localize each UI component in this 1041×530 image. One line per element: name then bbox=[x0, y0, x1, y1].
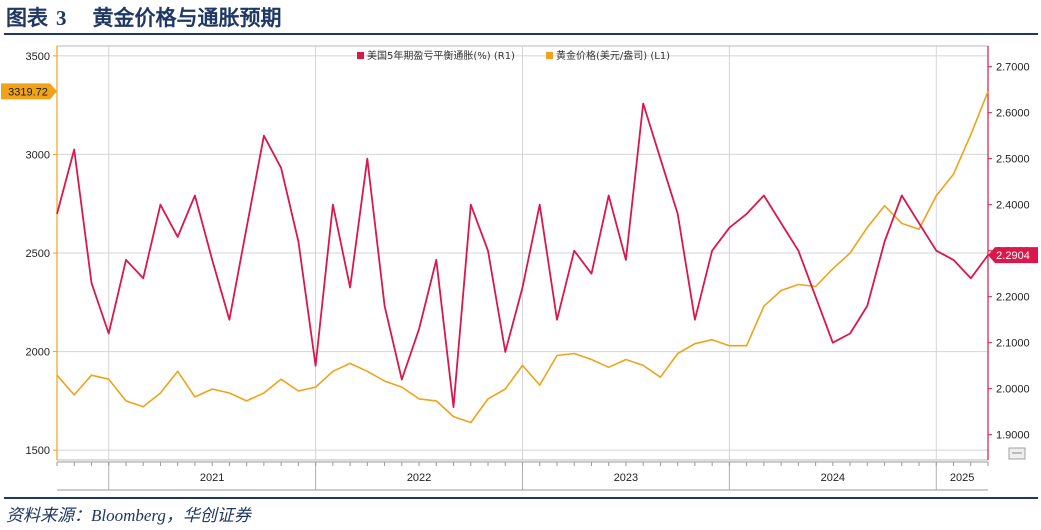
legend-label-inflation: 美国5年期盈亏平衡通胀(%) (R1) bbox=[367, 49, 515, 62]
x-tick-label: 2022 bbox=[407, 472, 431, 484]
right-axis-label: 2.4000 bbox=[996, 200, 1030, 212]
x-tick-label: 2024 bbox=[821, 472, 845, 484]
legend-swatch-inflation bbox=[357, 52, 364, 59]
left-axis-label: 3000 bbox=[26, 149, 50, 161]
gold-last-value: 3319.72 bbox=[8, 86, 48, 98]
right-axis-label: 2.6000 bbox=[996, 108, 1030, 120]
left-axis-label: 2000 bbox=[26, 347, 50, 359]
right-axis-label: 2.5000 bbox=[996, 154, 1030, 166]
figure-number: 3 bbox=[56, 6, 67, 30]
right-axis-label: 1.9000 bbox=[996, 430, 1030, 442]
chart: 2021 2022 2023 2024 2025 1500 2000 2500 3000 3500… bbox=[1, 45, 1038, 491]
gold-last-value-tag bbox=[1, 83, 57, 100]
x-tick-label: 2025 bbox=[950, 472, 974, 484]
left-axis-label: 2500 bbox=[26, 248, 50, 260]
source-rule bbox=[4, 497, 1038, 499]
left-axis-label: 1500 bbox=[26, 445, 50, 457]
inflation-last-value-tag bbox=[988, 247, 1038, 264]
right-axis-label: 2.1000 bbox=[996, 338, 1030, 350]
legend-label-gold: 黄金价格(美元/盎司) (L1) bbox=[556, 49, 670, 62]
breakeven-inflation-line bbox=[56, 102, 989, 409]
gold-price-line bbox=[56, 91, 989, 424]
x-tick-label: 2023 bbox=[614, 472, 638, 484]
title-rule bbox=[4, 33, 1038, 35]
inflation-last-value: 2.2904 bbox=[996, 250, 1030, 262]
figure-title-text: 黄金价格与通胀预期 bbox=[92, 6, 282, 30]
x-tick-label: 2021 bbox=[200, 472, 224, 484]
figure-title: 图表 3 黄金价格与通胀预期 bbox=[6, 2, 282, 32]
figure-number-label: 图表 bbox=[6, 6, 48, 30]
source-note: 资料来源：Bloomberg，华创证券 bbox=[6, 506, 251, 525]
right-axis-label: 2.0000 bbox=[996, 384, 1030, 396]
right-axis-label: 2.2000 bbox=[996, 292, 1030, 304]
legend-swatch-gold bbox=[546, 52, 553, 59]
right-axis-label: 2.7000 bbox=[996, 62, 1030, 74]
left-axis-label: 3500 bbox=[26, 51, 50, 63]
